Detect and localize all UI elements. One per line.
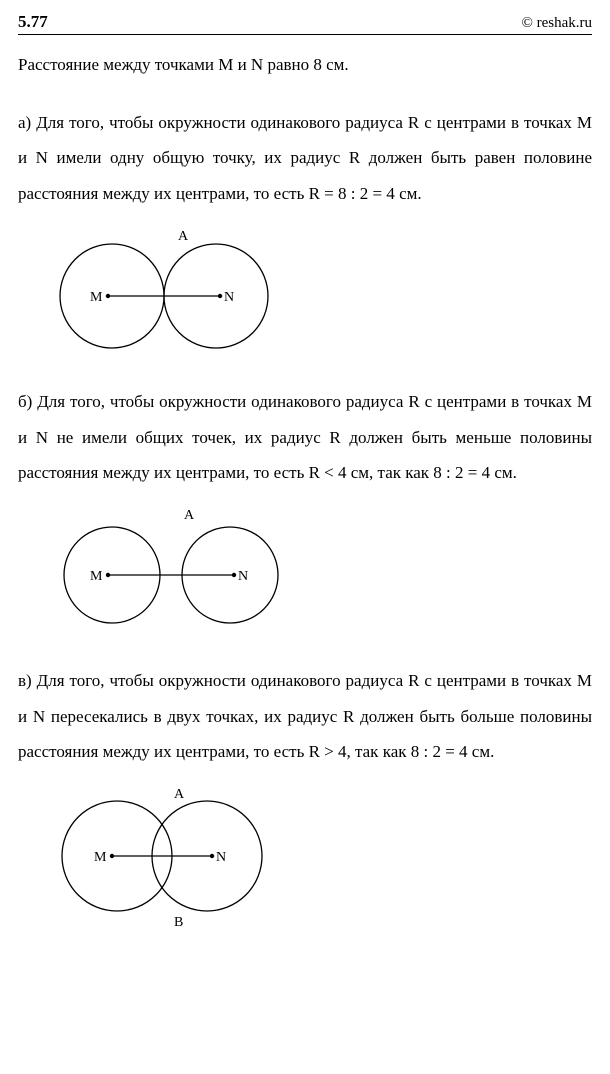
svg-text:A: A <box>178 229 189 244</box>
diagram-a: M N A <box>32 226 592 356</box>
svg-text:B: B <box>174 915 183 929</box>
site-name: © reshak.ru <box>521 15 592 32</box>
diagram-c: M N A B <box>32 784 592 929</box>
section-a-text: а) Для того, чтобы окружности одинаковог… <box>18 105 592 212</box>
diagram-c-svg: M N A B <box>32 784 322 929</box>
svg-text:A: A <box>174 787 185 802</box>
diagram-a-svg: M N A <box>32 226 312 356</box>
diagram-b: M N A <box>32 505 592 635</box>
diagram-b-svg: M N A <box>32 505 322 635</box>
problem-number: 5.77 <box>18 12 48 32</box>
svg-text:A: A <box>184 508 195 523</box>
header: 5.77 © reshak.ru <box>18 12 592 35</box>
svg-text:M: M <box>90 569 103 584</box>
svg-text:N: N <box>216 850 226 865</box>
intro-text: Расстояние между точками M и N равно 8 с… <box>18 53 592 77</box>
svg-text:N: N <box>224 290 234 305</box>
section-c-text: в) Для того, чтобы окружности одинаковог… <box>18 663 592 770</box>
svg-text:M: M <box>94 850 107 865</box>
svg-text:N: N <box>238 569 248 584</box>
svg-text:M: M <box>90 290 103 305</box>
section-b-text: б) Для того, чтобы окружности одинаковог… <box>18 384 592 491</box>
